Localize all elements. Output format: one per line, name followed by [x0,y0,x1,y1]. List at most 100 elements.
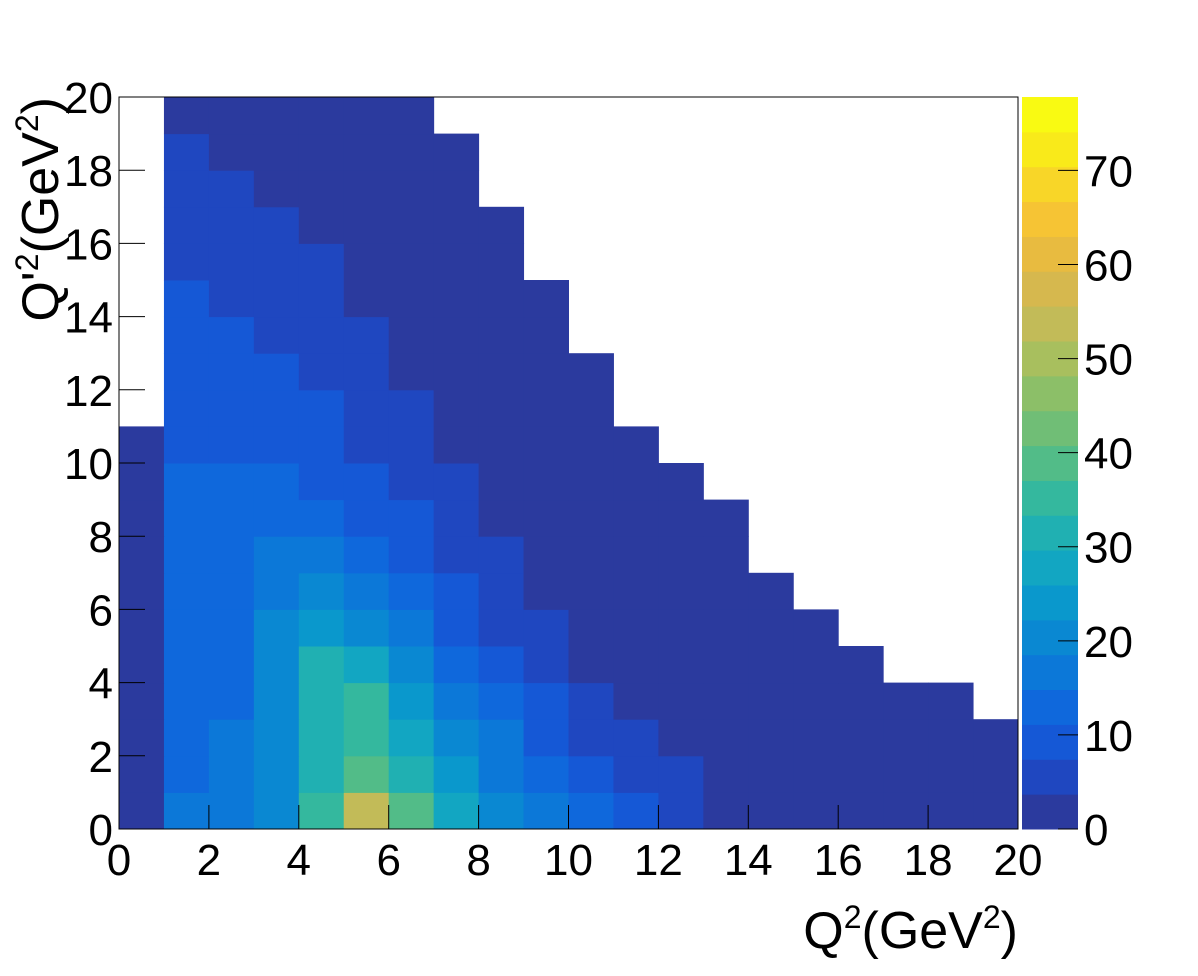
heatmap-cell [388,719,435,757]
heatmap-cell [253,755,300,793]
heatmap-cell [703,792,749,830]
heatmap-cell [253,316,300,354]
heatmap-cell [658,755,704,793]
heatmap-cell [523,609,569,647]
heatmap-cell [253,572,300,610]
heatmap-cell [523,353,569,391]
heatmap-cell [208,609,255,647]
heatmap-cell [568,609,614,647]
z-tick-label: 10 [1084,712,1133,761]
heatmap-cell [748,682,794,720]
heatmap-cell [613,499,659,537]
heatmap-cell [568,463,614,501]
heatmap-cell [388,463,435,501]
heatmap-cell [748,646,794,684]
x-tick-label: 0 [107,836,131,885]
heatmap-cell [793,646,839,684]
y-tick-label: 8 [89,513,113,562]
palette-band [1022,271,1078,307]
heatmap-cell [208,389,255,427]
palette-band [1022,724,1078,760]
heatmap-cell [208,133,255,171]
heatmap-cell [838,755,884,793]
heatmap-cell [838,792,884,830]
heatmap-cell [343,426,390,464]
heatmap-cell [119,572,165,610]
z-tick-label: 50 [1084,336,1133,385]
heatmap-cell [793,682,839,720]
heatmap-cell [388,280,435,318]
heatmap-cell [478,609,525,647]
heatmap-cell [298,719,345,757]
heatmap-cell [388,609,435,647]
heatmap-cell [523,572,569,610]
heatmap-cell [298,609,345,647]
heatmap-cell [748,572,794,610]
palette-band [1022,375,1078,412]
heatmap-cell [433,719,480,757]
x-tick-label: 12 [634,836,683,885]
heatmap-cell [973,792,1019,830]
heatmap-cell [343,572,390,610]
heatmap-cell [388,243,435,281]
palette-band [1022,480,1078,516]
heatmap-cell [298,316,345,354]
heatmap-cell [163,353,210,391]
heatmap-cell [388,426,435,464]
heatmap-cell [613,609,659,647]
heatmap-cell [478,316,525,354]
heatmap-cell [163,133,210,171]
heatmap-cell [119,536,165,574]
heatmap-cell [253,719,300,757]
heatmap-cell [208,97,255,135]
heatmap-cell [433,389,480,427]
heatmap-cell [568,719,614,757]
y-tick-label: 0 [89,806,113,855]
heatmap-cell [298,97,345,135]
heatmap-cell [433,682,480,720]
y-tick-label: 12 [64,367,113,416]
heatmap-cell [613,536,659,574]
heatmap-cell [658,572,704,610]
heatmap-cell [298,133,345,171]
heatmap-cell [163,536,210,574]
heatmap-cell [568,646,614,684]
heatmap-cell [568,536,614,574]
heatmap-cell [613,463,659,501]
heatmap-cell [253,499,300,537]
z-tick-label: 40 [1084,430,1133,479]
heatmap-cell [298,170,345,208]
heatmap-cell [298,572,345,610]
heatmap-cell [793,792,839,830]
x-label-part: 2 [844,899,862,935]
x-label-part: 2 [983,899,1001,935]
heatmap-cell [658,719,704,757]
heatmap-cell [298,353,345,391]
x-label-part: ) [1001,902,1018,960]
heatmap-cell [568,682,614,720]
heatmap-cell [523,316,569,354]
heatmap-cell [119,463,165,501]
heatmap-cell [478,499,525,537]
heatmap-cell [883,719,929,757]
x-axis-label: Q2(GeV2) [803,899,1018,960]
x-tick-label: 20 [994,836,1043,885]
y-tick-label: 18 [64,147,113,196]
heatmap-cell [568,755,614,793]
heatmap-cell [568,572,614,610]
x-tick-label: 10 [544,836,593,885]
heatmap-cell [388,206,435,244]
x-label-part: Q [803,902,843,960]
x-tick-label: 4 [287,836,311,885]
heatmap-cell [523,499,569,537]
heatmap-cell [208,719,255,757]
heatmap-cell [208,316,255,354]
heatmap-cell [119,646,165,684]
heatmap-cell [253,463,300,501]
x-tick-label: 14 [724,836,773,885]
y-tick-label: 10 [64,440,113,489]
heatmap-cell [208,499,255,537]
heatmap-cell [478,353,525,391]
heatmap-cell [433,755,480,793]
heatmap-cell [703,646,749,684]
